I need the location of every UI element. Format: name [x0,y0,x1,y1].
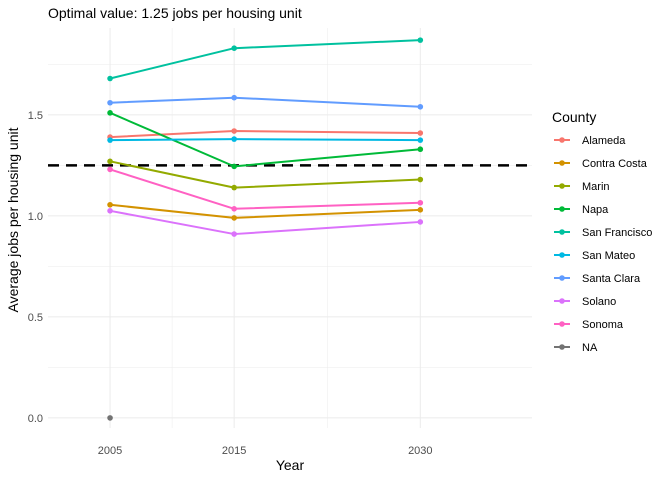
legend-key-point [559,321,565,327]
legend-label: NA [582,342,598,354]
grid [48,28,532,428]
data-point [417,137,424,143]
legend-label: Napa [582,204,609,216]
y-tick-label: 1.5 [28,110,43,122]
legend-key-point [559,229,565,235]
data-point [107,415,113,421]
data-point [107,110,113,116]
legend-label: Santa Clara [582,273,641,285]
data-point [417,219,424,225]
y-tick-label: 1.0 [28,211,43,223]
x-axis-title: Year [276,457,305,473]
series-line [110,138,421,142]
legend-key-point [559,160,565,166]
data-point [107,201,113,208]
legend-key-point [559,137,565,143]
chart-title: Optimal value: 1.25 jobs per housing uni… [48,5,302,21]
legend-key-point [559,183,565,189]
y-tick-label: 0.5 [28,312,43,324]
legend-label: Solano [582,296,616,308]
data-point [107,158,113,165]
data-point [107,137,113,143]
data-point [231,45,237,52]
y-axis-title: Average jobs per housing unit [5,127,21,312]
data-point [417,176,424,183]
data-point [417,207,424,213]
data-point [107,208,113,214]
data-point [107,166,113,173]
data-point [231,231,237,237]
data-point [231,136,237,142]
series-line [109,39,421,80]
legend-label: Contra Costa [582,158,648,170]
legend-label: Marin [582,181,610,193]
data-point [231,215,237,221]
data-point [231,94,237,101]
series-line [109,168,421,210]
legend-key-point [559,344,565,350]
legend-title: County [552,109,596,125]
legend-key-point [559,298,565,304]
x-tick-label: 2030 [408,445,432,457]
legend-label: San Francisco [582,227,652,239]
data-point [231,184,237,191]
legend: County Alameda Contra Costa Marin Napa San F… [552,109,652,354]
legend-key-point [559,206,565,212]
legend-label: Alameda [582,135,626,147]
data-point [107,99,113,106]
data-point [417,103,424,110]
series-group [107,37,424,421]
data-point [107,75,113,82]
data-point [231,128,237,134]
x-tick-labels: 2005 2015 2030 [98,445,433,457]
data-point [417,37,424,43]
series-line [109,209,421,236]
legend-key-point [559,275,565,281]
data-point [231,163,237,170]
series-line [110,96,421,108]
data-point [417,146,424,153]
legend-key-point [559,252,565,258]
legend-label: Sonoma [582,319,624,331]
legend-label: San Mateo [582,250,635,262]
data-point [417,130,424,136]
x-tick-label: 2015 [222,445,246,457]
y-tick-labels: 0.0 0.5 1.0 1.5 [28,110,43,425]
data-point [231,206,237,212]
x-tick-label: 2005 [98,445,122,457]
y-tick-label: 0.0 [28,413,43,425]
data-point [417,199,424,206]
